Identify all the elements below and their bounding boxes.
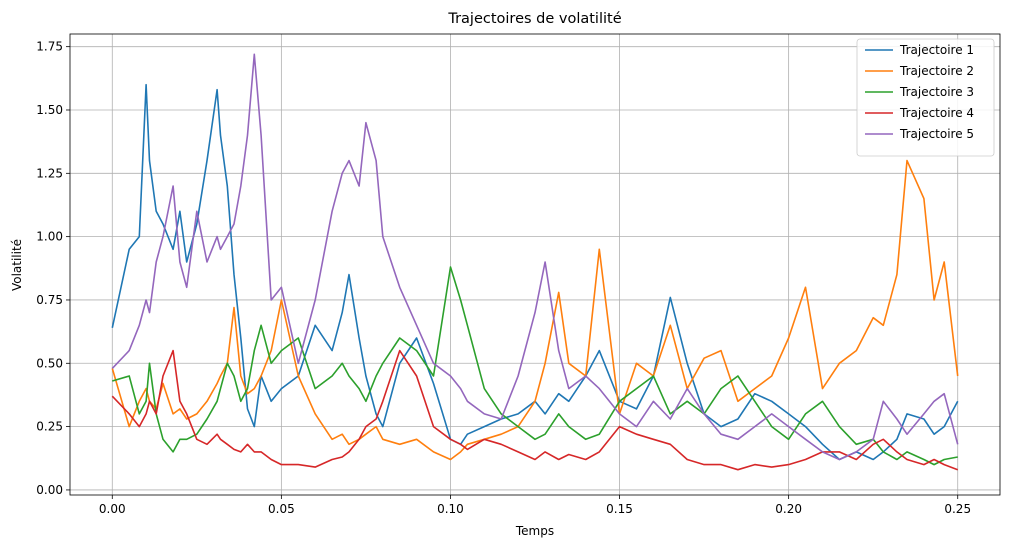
legend-label: Trajectoire 4: [899, 106, 974, 120]
y-tick-label: 1.00: [36, 230, 63, 244]
y-tick-label: 0.50: [36, 356, 63, 370]
x-axis: 0.00 0.05 0.10 0.15 0.20 0.25: [99, 495, 971, 516]
series-line-1: [111, 83, 959, 461]
y-axis-label: Volatilité: [10, 239, 24, 291]
x-tick-label: 0.20: [775, 502, 802, 516]
x-tick-label: 0.10: [437, 502, 464, 516]
legend-label: Trajectoire 1: [899, 43, 974, 57]
y-tick-label: 0.25: [36, 420, 63, 434]
y-tick-label: 1.25: [36, 166, 63, 180]
y-tick-label: 0.75: [36, 293, 63, 307]
x-axis-label: Temps: [515, 524, 554, 538]
series-line-3: [112, 266, 958, 466]
series-line-5: [111, 53, 959, 461]
series-line-2: [111, 159, 959, 461]
series-group: [111, 53, 959, 471]
legend-label: Trajectoire 2: [899, 64, 974, 78]
x-tick-label: 0.25: [944, 502, 971, 516]
legend-box: [856, 38, 995, 157]
legend-label: Trajectoire 5: [899, 127, 974, 141]
x-tick-label: 0.05: [268, 502, 295, 516]
plot-frame: [69, 33, 1001, 496]
x-tick-label: 0.15: [606, 502, 633, 516]
chart-title: Trajectoires de volatilité: [447, 11, 621, 27]
y-tick-label: 0.00: [36, 483, 63, 497]
y-tick-label: 1.75: [36, 40, 63, 54]
y-axis: 0.00 0.25 0.50 0.75 1.00 1.25 1.50 1.75: [36, 40, 70, 497]
x-tick-label: 0.00: [99, 502, 126, 516]
legend-label: Trajectoire 3: [899, 85, 974, 99]
legend: Trajectoire 1 Trajectoire 2 Trajectoire 3 T…: [856, 38, 995, 157]
series-line-4: [111, 349, 958, 471]
y-tick-label: 1.50: [36, 103, 63, 117]
